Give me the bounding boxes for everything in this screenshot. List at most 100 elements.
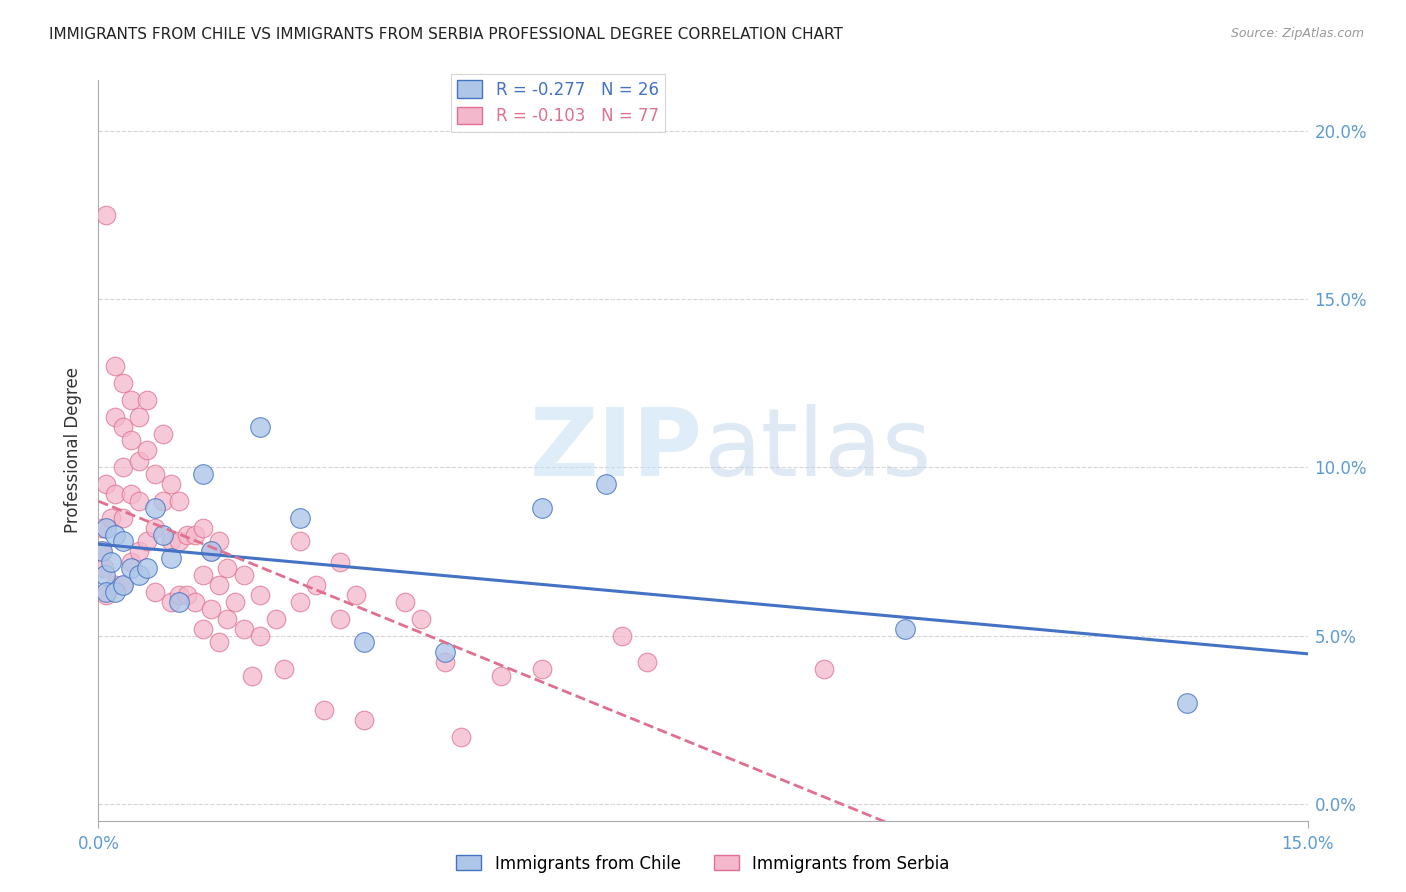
Point [530,662,553,676]
Point [193,622,215,636]
Point [96,588,118,602]
Point [305,578,328,592]
Point [167,588,190,602]
Point [329,612,352,626]
Point [135,443,157,458]
Point [208,635,231,649]
Point [208,578,231,592]
Point [90,544,112,558]
Point [217,561,239,575]
Point [167,494,190,508]
Point [128,409,150,424]
Legend: Immigrants from Chile, Immigrants from Serbia: Immigrants from Chile, Immigrants from S… [450,848,956,880]
Point [288,534,311,549]
Point [135,392,157,407]
Point [240,669,263,683]
Point [353,635,375,649]
Point [103,487,125,501]
Point [111,420,134,434]
Point [152,426,174,441]
Point [329,554,352,569]
Point [288,510,311,524]
Point [93,561,115,575]
Point [1175,696,1198,710]
Point [636,656,658,670]
Point [103,409,125,424]
Point [193,467,215,481]
Point [353,713,375,727]
Point [143,521,166,535]
Point [111,578,134,592]
Point [394,595,416,609]
Point [120,554,142,569]
Point [232,622,254,636]
Point [434,656,457,670]
Point [176,588,198,602]
Point [100,510,122,524]
Point [152,494,174,508]
Point [96,208,118,222]
Point [200,544,222,558]
Point [232,568,254,582]
Point [160,595,183,609]
Point [120,434,142,448]
Text: ZIP: ZIP [530,404,703,497]
Point [314,703,336,717]
Point [184,595,207,609]
Point [160,534,183,549]
Point [450,730,472,744]
Point [91,521,114,535]
Point [200,601,222,615]
Point [96,584,118,599]
Point [94,568,117,582]
Point [135,561,157,575]
Point [224,595,246,609]
Point [103,359,125,374]
Point [200,544,222,558]
Point [143,500,166,515]
Point [103,578,125,592]
Point [111,578,134,592]
Point [249,420,271,434]
Point [249,628,271,642]
Point [264,612,287,626]
Point [160,477,183,491]
Y-axis label: Professional Degree: Professional Degree [65,368,83,533]
Point [434,645,457,659]
Text: IMMIGRANTS FROM CHILE VS IMMIGRANTS FROM SERBIA PROFESSIONAL DEGREE CORRELATION : IMMIGRANTS FROM CHILE VS IMMIGRANTS FROM… [49,27,844,42]
Point [152,527,174,541]
Point [217,612,239,626]
Point [612,628,634,642]
Point [409,612,432,626]
Point [111,534,134,549]
Point [103,584,125,599]
Point [128,494,150,508]
Point [813,662,835,676]
Point [96,521,118,535]
Point [288,595,311,609]
Point [91,544,114,558]
Point [111,460,134,475]
Point [193,568,215,582]
Point [184,527,207,541]
Point [491,669,513,683]
Point [193,521,215,535]
Point [120,561,142,575]
Point [167,595,190,609]
Point [103,527,125,541]
Point [120,487,142,501]
Point [249,588,271,602]
Text: Source: ZipAtlas.com: Source: ZipAtlas.com [1230,27,1364,40]
Point [111,376,134,391]
Point [128,453,150,467]
Point [167,534,190,549]
Point [100,554,122,569]
Point [96,477,118,491]
Point [128,568,150,582]
Point [160,551,183,566]
Point [893,622,915,636]
Point [111,510,134,524]
Point [176,527,198,541]
Text: atlas: atlas [703,404,931,497]
Point [143,584,166,599]
